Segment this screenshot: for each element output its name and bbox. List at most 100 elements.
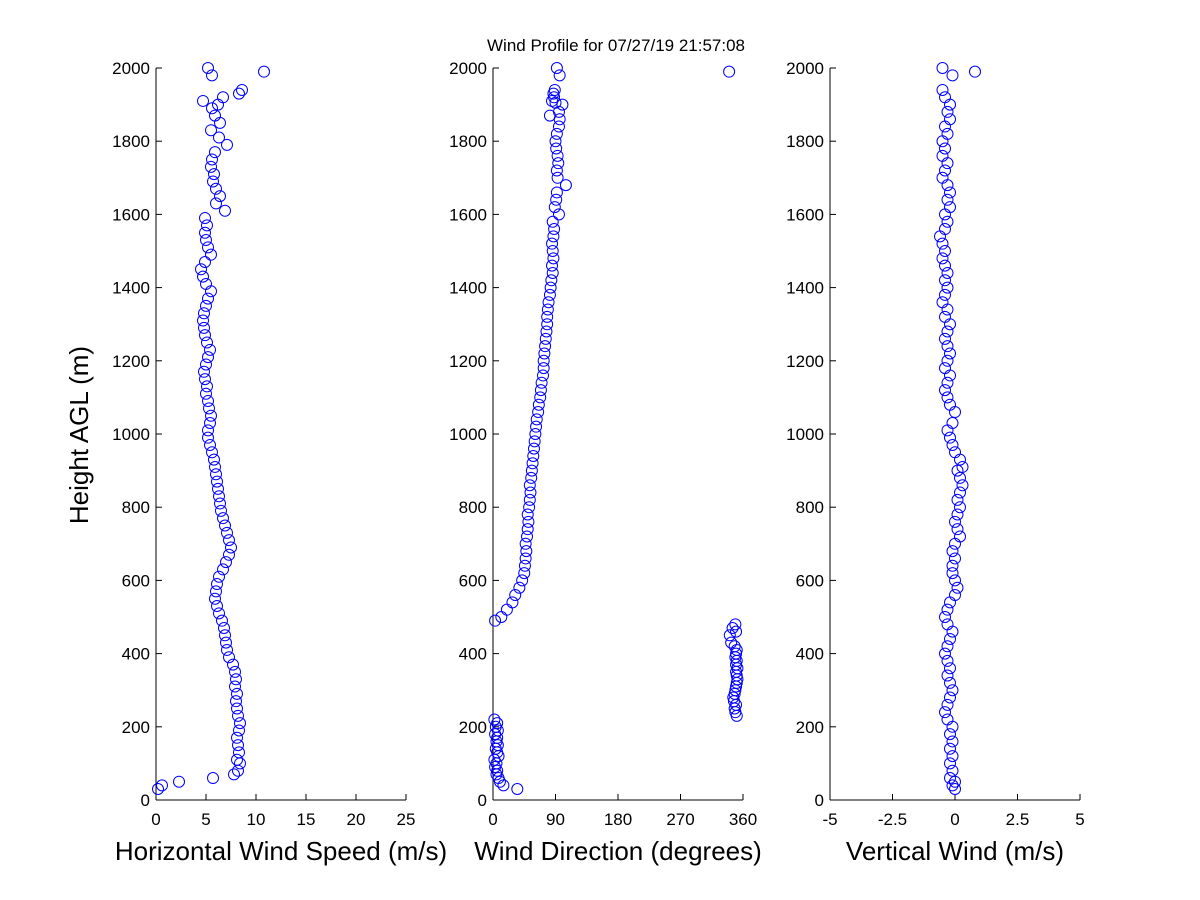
data-point	[220, 636, 232, 649]
data-point	[539, 340, 552, 353]
data-point	[197, 314, 209, 327]
data-point	[534, 391, 547, 404]
data-point	[200, 358, 212, 371]
x-tick-label: -2.5	[878, 810, 907, 829]
data-point	[491, 717, 504, 730]
data-point	[944, 347, 956, 360]
y-tick-label: 0	[815, 791, 824, 810]
data-point	[219, 629, 231, 642]
data-point	[546, 245, 559, 257]
y-tick-label: 1800	[786, 132, 824, 151]
y-tick-label: 1200	[449, 352, 487, 371]
data-point	[200, 299, 212, 312]
data-point	[954, 486, 966, 499]
data-point	[204, 417, 216, 430]
y-tick-label: 2000	[449, 59, 487, 78]
data-point	[550, 62, 563, 74]
data-point	[547, 230, 560, 243]
data-point	[230, 673, 242, 686]
data-point	[939, 142, 951, 155]
data-point	[944, 398, 956, 411]
y-tick-label: 2000	[786, 59, 824, 78]
data-point	[944, 186, 956, 199]
data-point	[524, 486, 537, 499]
data-point	[939, 245, 951, 257]
data-point	[539, 332, 552, 345]
data-point	[949, 783, 961, 796]
panel-2: 0 200 400 600 800 1000 1200 1400 1600 1800 2000 0 90…	[449, 59, 762, 866]
data-point	[944, 728, 956, 741]
data-point	[949, 574, 961, 587]
data-point	[205, 409, 217, 422]
data-point	[152, 783, 164, 796]
data-point	[934, 230, 946, 243]
data-point	[214, 497, 226, 510]
data-point	[949, 537, 961, 550]
x-tick-label: 25	[397, 810, 416, 829]
data-point	[506, 596, 519, 609]
data-point	[939, 164, 951, 177]
data-point	[221, 526, 233, 539]
data-point	[944, 369, 956, 382]
data-point	[217, 563, 229, 576]
data-point	[204, 438, 216, 451]
data-point	[723, 629, 736, 642]
data-point	[559, 179, 572, 192]
data-point	[944, 113, 956, 126]
panel-3: 0 200 400 600 800 1000 1200 1400 1600 1800 2000 -5 -…	[786, 59, 1085, 866]
y-tick-label: 400	[459, 645, 487, 664]
data-point	[521, 530, 534, 543]
data-point	[156, 779, 168, 792]
data-point	[552, 157, 565, 170]
data-point	[936, 62, 949, 74]
data-point	[213, 607, 225, 620]
data-point	[233, 87, 245, 100]
data-point	[198, 321, 210, 334]
data-point	[221, 138, 233, 151]
data-point	[949, 515, 961, 528]
data-point	[223, 534, 235, 547]
data-point	[726, 621, 739, 634]
data-point	[954, 530, 966, 543]
data-point	[550, 164, 563, 177]
data-point	[944, 201, 956, 214]
data-point	[946, 417, 959, 430]
data-point	[941, 105, 954, 118]
data-point	[944, 691, 956, 704]
data-point	[552, 208, 565, 221]
data-point	[210, 468, 222, 481]
data-point	[939, 288, 951, 301]
data-point	[951, 581, 964, 594]
data-point	[211, 600, 223, 613]
data-point	[523, 501, 536, 514]
y-tick-label: 1400	[786, 279, 824, 298]
data-point	[236, 83, 248, 96]
data-point	[206, 153, 218, 166]
data-point	[195, 263, 207, 276]
data-point	[941, 354, 954, 367]
data-point	[954, 501, 966, 514]
data-point	[203, 402, 215, 415]
data-point	[541, 310, 554, 323]
data-point	[556, 98, 569, 111]
data-point	[520, 545, 533, 558]
y-tick-label: 600	[796, 571, 824, 590]
data-point	[545, 274, 558, 287]
y-tick-label: 0	[478, 791, 487, 810]
y-tick-label: 1800	[112, 132, 150, 151]
data-point	[946, 779, 959, 792]
data-point	[944, 662, 956, 675]
panel-1: 0 200 400 600 800 1000 1200 1400 1600 1800 2000 0 5 1…	[112, 59, 447, 866]
data-point	[231, 731, 243, 744]
data-point	[518, 559, 531, 572]
data-point	[939, 259, 951, 272]
x-tick-label: 0	[488, 810, 497, 829]
data-point	[550, 186, 563, 199]
data-point	[941, 325, 954, 338]
data-point	[231, 753, 243, 766]
data-point	[519, 537, 532, 550]
data-point	[509, 589, 522, 602]
data-point	[529, 428, 542, 440]
x-tick-label: 2.5	[1006, 810, 1030, 829]
data-point	[728, 640, 741, 653]
